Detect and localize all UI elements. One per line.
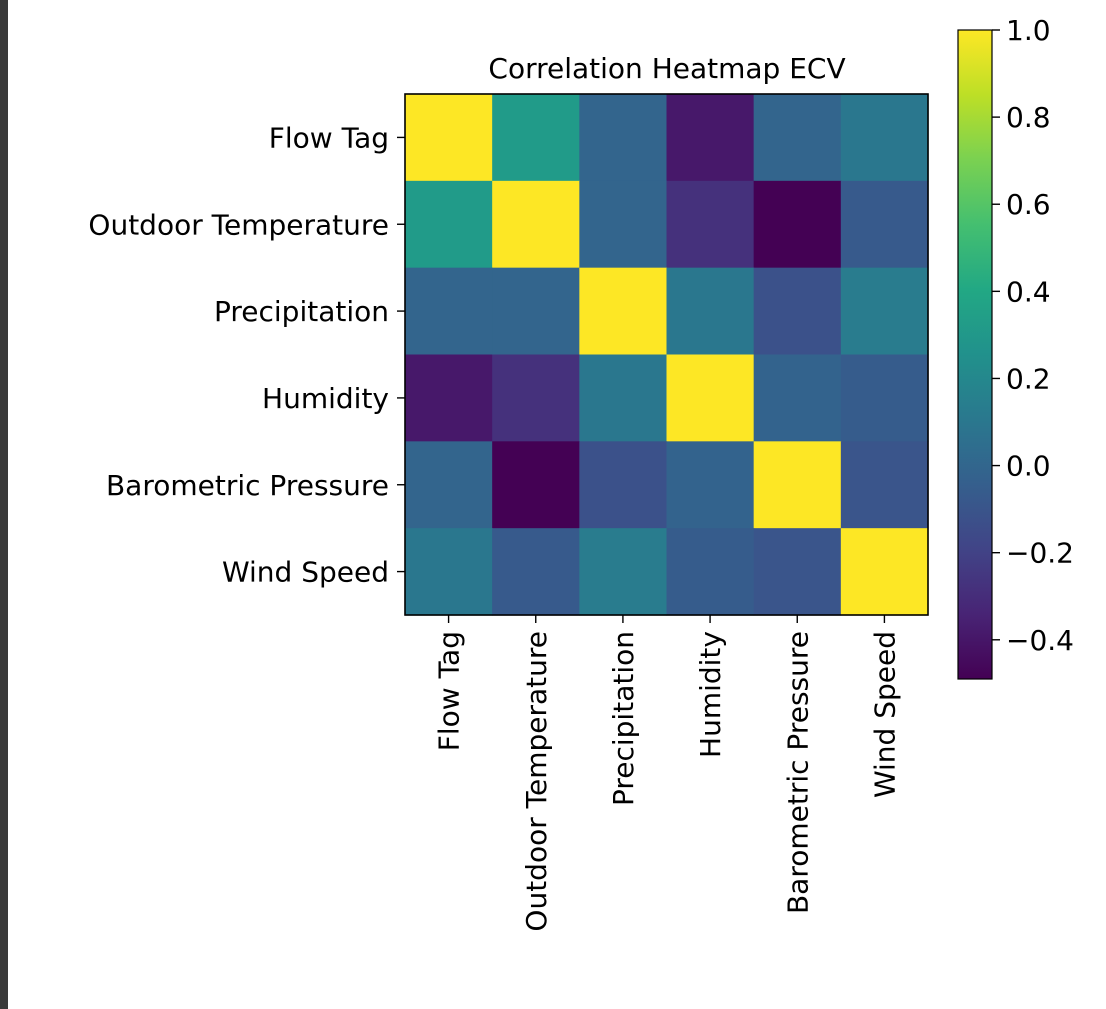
heatmap-cell — [666, 528, 755, 616]
heatmap-cell — [666, 94, 755, 182]
x-tick-label: Outdoor Temperature — [520, 631, 553, 932]
heatmap-cell — [666, 354, 755, 442]
heatmap-cell — [492, 441, 580, 529]
colorbar-tick-label: 0.2 — [1006, 362, 1051, 395]
y-tick-label: Outdoor Temperature — [88, 208, 389, 241]
x-tick-label: Humidity — [694, 631, 727, 758]
heatmap-cell — [840, 267, 929, 356]
heatmap-cell — [405, 441, 493, 529]
x-tick-label: Flow Tag — [433, 631, 466, 751]
colorbar-tick-label: 1.0 — [1006, 14, 1051, 47]
y-tick-label: Barometric Pressure — [106, 469, 389, 502]
heatmap-cell — [753, 267, 842, 356]
plot-frame — [404, 93, 929, 616]
x-tick-label: Barometric Pressure — [781, 631, 814, 914]
heatmap-cell — [492, 267, 580, 356]
window-edge — [0, 0, 8, 1009]
y-tick-label: Humidity — [262, 382, 389, 415]
y-tick-label: Precipitation — [214, 295, 389, 328]
heatmap-cell — [840, 354, 929, 442]
chart-title: Correlation Heatmap ECV — [488, 52, 845, 85]
heatmap-cell — [753, 528, 842, 616]
heatmap-cell — [753, 354, 842, 442]
heatmap-cell — [579, 94, 668, 182]
heatmap-cell — [405, 528, 493, 616]
x-axis-ticks: Flow Tag Outdoor Temperature Precipitation… — [433, 615, 901, 932]
heatmap-cell — [666, 180, 755, 269]
heatmap-cell — [579, 267, 668, 356]
heatmap-cell — [492, 354, 580, 442]
heatmap-cell — [492, 180, 580, 269]
heatmap-cell — [753, 180, 842, 269]
heatmap-cell — [579, 528, 668, 616]
colorbar: −0.4 −0.2 0.0 0.2 0.4 0.6 0.8 1.0 — [957, 14, 1074, 680]
colorbar-tick-label: 0.4 — [1006, 275, 1051, 308]
heatmap-cell — [840, 441, 929, 529]
x-tick-label: Precipitation — [607, 631, 640, 806]
colorbar-gradient — [957, 29, 993, 680]
y-tick-label: Wind Speed — [222, 556, 389, 589]
heatmap-cell — [666, 267, 755, 356]
colorbar-ticks: −0.4 −0.2 0.0 0.2 0.4 0.6 0.8 1.0 — [992, 14, 1074, 657]
y-tick-label: Flow Tag — [269, 121, 389, 154]
heatmap-cell — [492, 94, 580, 182]
heatmap-cell — [579, 441, 668, 529]
heatmap-cell — [753, 441, 842, 529]
heatmap-cell — [840, 180, 929, 269]
heatmap-cell — [492, 528, 580, 616]
colorbar-tick-label: 0.6 — [1006, 188, 1051, 221]
y-axis-ticks: Flow Tag Outdoor Temperature Precipitation… — [88, 121, 405, 589]
colorbar-tick-label: −0.2 — [1006, 537, 1074, 570]
heatmap-cell — [405, 354, 493, 442]
heatmap-cell — [405, 267, 493, 356]
heatmap-cells — [405, 94, 929, 616]
heatmap-cell — [579, 180, 668, 269]
heatmap-cell — [405, 180, 493, 269]
colorbar-tick-label: −0.4 — [1006, 624, 1074, 657]
heatmap-cell — [840, 94, 929, 182]
colorbar-tick-label: 0.8 — [1006, 101, 1051, 134]
heatmap-cell — [753, 94, 842, 182]
heatmap-cell — [579, 354, 668, 442]
colorbar-tick-label: 0.0 — [1006, 450, 1051, 483]
heatmap-cell — [840, 528, 929, 616]
heatmap-cell — [405, 94, 493, 182]
heatmap-cell — [666, 441, 755, 529]
x-tick-label: Wind Speed — [868, 631, 901, 798]
